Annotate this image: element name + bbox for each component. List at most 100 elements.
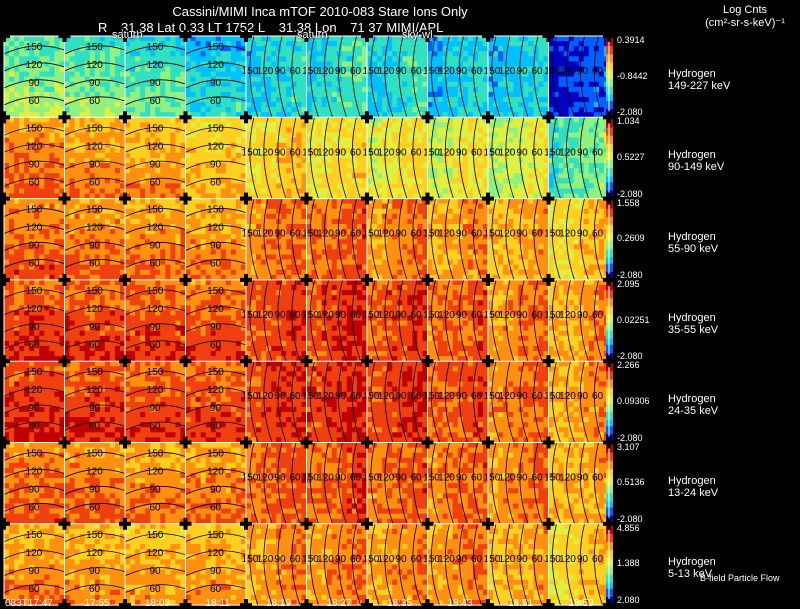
contour-label: 90 [89, 566, 101, 577]
contour-label: 90 [456, 147, 468, 158]
scale-title: Log Cnts (cm²-sr-s-keV)⁻¹ [690, 4, 800, 30]
contour-line [551, 361, 561, 443]
row-species: Hydrogen [668, 68, 716, 80]
contour-label: 90 [274, 473, 286, 484]
contour-label: 120 [207, 141, 224, 152]
contour-label: 120 [86, 141, 103, 152]
cross-marker [2, 517, 6, 530]
contour-line [398, 279, 408, 362]
contour-label: 150 [147, 367, 164, 378]
contour-line [565, 198, 575, 281]
contour-line [64, 306, 126, 316]
contour-label: 60 [350, 310, 362, 321]
contour-line [351, 198, 361, 281]
cross-marker [607, 273, 611, 286]
contour-line [124, 370, 186, 380]
contour-line [64, 143, 126, 153]
contour-line [124, 177, 186, 187]
contour-label: 60 [289, 554, 301, 565]
contour-line [593, 279, 603, 362]
contour-label: 90 [28, 78, 40, 89]
cross-marker [2, 436, 6, 449]
contour-line [124, 96, 186, 106]
contour-line [64, 485, 126, 495]
contour-label: 90 [149, 241, 161, 252]
contour-line [64, 340, 126, 350]
contour-label: 60 [531, 310, 543, 321]
contour-label: 120 [559, 391, 576, 402]
cross-marker [183, 111, 188, 124]
contour-label: 120 [559, 473, 576, 484]
contour-label: 150 [302, 391, 319, 402]
contour-line [491, 523, 501, 606]
contour-line [579, 117, 589, 199]
cross-marker [183, 436, 188, 449]
row-title: Hydrogen 35-55 keV [668, 312, 718, 336]
contour-label: 90 [149, 78, 161, 89]
contour-line [185, 242, 247, 251]
contour-label: 150 [86, 286, 103, 297]
cross-marker [123, 517, 127, 530]
contour-line [3, 289, 65, 299]
contour-line [551, 117, 561, 199]
contour-line [3, 225, 65, 234]
contour-label: 60 [149, 421, 161, 432]
contour-line [505, 35, 515, 118]
contour-label: 150 [147, 123, 164, 134]
contour-line [323, 523, 333, 606]
contour-label: 60 [89, 503, 101, 514]
contour-label: 90 [28, 485, 40, 496]
cross-marker [425, 355, 430, 368]
contour-line [533, 198, 543, 281]
contour-label: 150 [207, 205, 224, 216]
contour-line [185, 404, 247, 414]
contour-label: 120 [499, 147, 516, 158]
contour-line [291, 117, 301, 199]
cross-marker [486, 355, 490, 368]
contour-line [291, 35, 301, 118]
contour-line [398, 35, 408, 118]
contour-label: 150 [302, 229, 319, 240]
contour-line [565, 442, 575, 524]
contour-line [64, 421, 126, 431]
contour-line [124, 550, 186, 560]
contour-line [458, 117, 468, 199]
contour-line [412, 117, 422, 199]
contour-line [124, 485, 186, 495]
contour-line [398, 523, 408, 606]
contour-line [351, 442, 361, 524]
contour-label: 90 [577, 310, 589, 321]
contour-line [277, 279, 287, 362]
contour-label: 120 [147, 548, 164, 559]
contour-line [185, 421, 247, 431]
contour-label: 150 [544, 147, 561, 158]
contour-label: 120 [86, 304, 103, 315]
contour-line [579, 361, 589, 443]
contour-line [3, 62, 65, 72]
contour-label: 150 [26, 42, 43, 53]
cross-marker [546, 355, 551, 368]
contour-line [412, 198, 422, 281]
colorbar-value: 0.02251 [617, 314, 650, 325]
contour-line [124, 387, 186, 397]
contour-label: 120 [378, 554, 395, 565]
contour-line [185, 468, 247, 478]
contour-label: 60 [410, 147, 422, 158]
time-label: 18:43 [447, 598, 473, 609]
contour-line [323, 442, 333, 524]
colorbar-value: -2.080 [617, 188, 643, 199]
contour-label: 150 [484, 147, 501, 158]
